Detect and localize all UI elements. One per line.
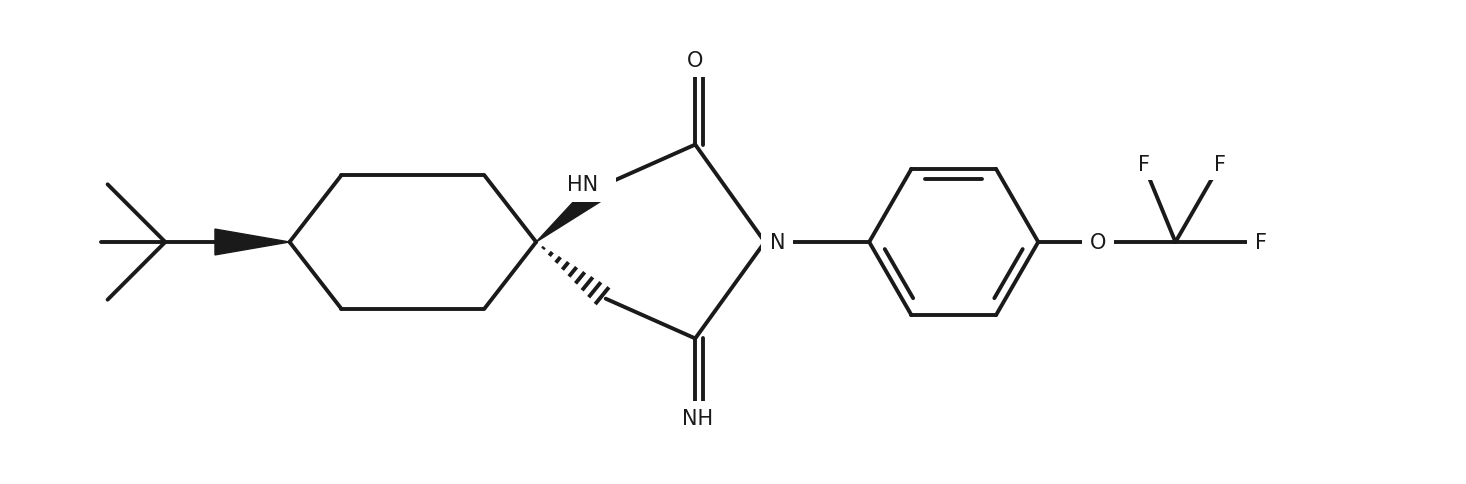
- Text: O: O: [688, 51, 704, 71]
- Text: F: F: [1255, 232, 1267, 253]
- Bar: [1208, 149, 1233, 181]
- Bar: [1248, 227, 1275, 258]
- Bar: [682, 401, 724, 436]
- Text: NH: NH: [682, 408, 712, 428]
- Bar: [680, 44, 710, 78]
- Text: F: F: [1214, 155, 1226, 175]
- Bar: [1082, 225, 1114, 260]
- Text: O: O: [1089, 232, 1105, 253]
- Text: N: N: [770, 232, 786, 253]
- Text: F: F: [1138, 155, 1149, 175]
- Polygon shape: [216, 229, 290, 256]
- Bar: [566, 167, 616, 202]
- Polygon shape: [537, 176, 613, 242]
- Bar: [761, 225, 793, 260]
- Text: HN: HN: [567, 175, 598, 195]
- Bar: [1132, 149, 1157, 181]
